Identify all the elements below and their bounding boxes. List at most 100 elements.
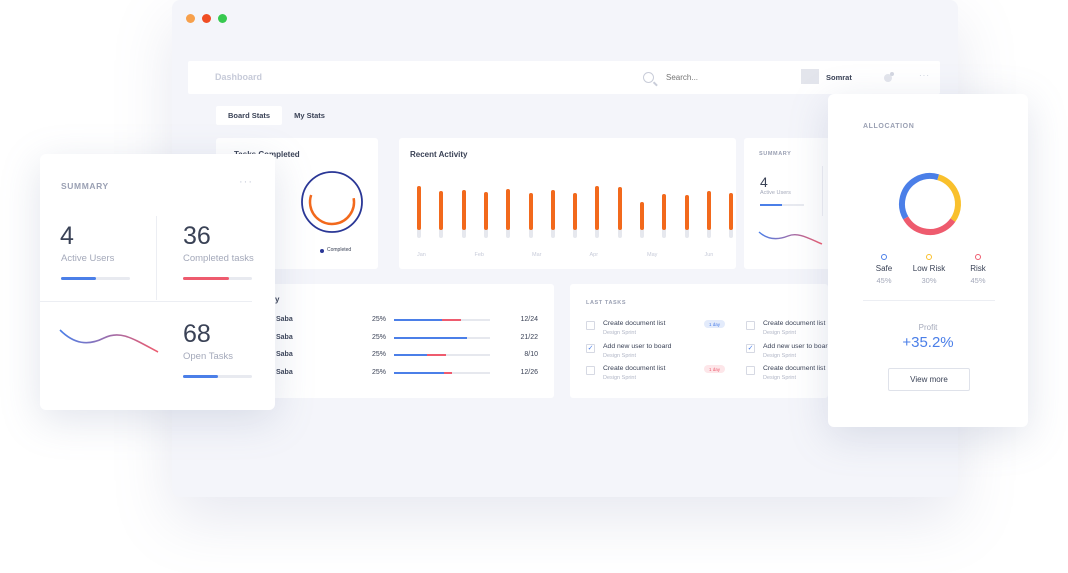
activity-bar[interactable] — [617, 187, 622, 230]
activity-month-label: Jan — [417, 252, 426, 258]
task-checkbox[interactable]: ✓ — [586, 343, 595, 353]
allocation-divider — [863, 300, 995, 301]
maximize-dot[interactable] — [218, 14, 227, 23]
activity-bar[interactable] — [662, 194, 667, 230]
completed-tasks-value: 36 — [183, 222, 211, 250]
safe-dot-icon — [881, 254, 887, 260]
task-checkbox[interactable] — [746, 366, 755, 375]
member-percent: 25% — [372, 351, 387, 358]
active-users-label: Active Users — [760, 190, 791, 196]
activity-bar[interactable] — [439, 190, 444, 230]
risk-dot-icon — [975, 254, 981, 260]
task-name: Create document list — [763, 365, 826, 372]
activity-bar[interactable] — [706, 190, 711, 230]
card-title: LAST TASKS — [586, 300, 627, 306]
task-checkbox[interactable] — [586, 366, 595, 375]
task-name: Create document list — [603, 365, 666, 372]
legend-low-risk: Low Risk 30% — [904, 254, 954, 285]
completed-tasks-progress — [183, 277, 252, 280]
task-name: Create document list — [763, 320, 826, 327]
donut-slice-risk[interactable] — [897, 171, 963, 237]
task-name: Add new user to board — [603, 342, 672, 350]
activity-bar[interactable] — [550, 189, 555, 230]
task-project: Design Sprint — [603, 352, 637, 359]
task-project: Design Sprint — [763, 352, 797, 359]
activity-month-label: Mar — [532, 252, 542, 258]
task-item[interactable]: Create document list Design Sprint 1 day — [586, 365, 746, 385]
task-project: Design Sprint — [603, 330, 637, 336]
table-row[interactable]: Saba 25% 12/26 — [172, 369, 554, 383]
avatar[interactable] — [801, 69, 819, 84]
card-divider-vertical — [156, 216, 157, 300]
legend-value: 45% — [876, 276, 892, 285]
legend-value: 30% — [921, 276, 937, 285]
legend-safe: Safe 45% — [859, 254, 909, 285]
card-title: SUMMARY — [759, 151, 792, 157]
table-row[interactable]: Saba 25% 12/24 — [172, 316, 554, 330]
progress-fill-red — [442, 319, 462, 321]
minimize-dot[interactable] — [186, 14, 195, 23]
activity-bar[interactable] — [461, 189, 466, 230]
tab-my-stats[interactable]: My Stats — [294, 111, 325, 120]
more-icon[interactable]: ··· — [919, 71, 930, 80]
summary-small-card: SUMMARY 4 Active Users — [744, 138, 844, 269]
close-dot[interactable] — [202, 14, 211, 23]
activity-bar[interactable] — [595, 186, 600, 230]
task-item[interactable]: Create document list Design Sprint — [746, 365, 906, 385]
activity-bar[interactable] — [506, 189, 511, 230]
donut-slice-low-risk[interactable] — [897, 171, 963, 237]
member-score: 8/10 — [524, 351, 538, 358]
card-divider-horizontal — [40, 301, 252, 302]
open-tasks-label: Open Tasks — [183, 351, 233, 362]
member-progress — [394, 319, 490, 321]
progress-fill-blue — [394, 354, 427, 356]
user-name[interactable]: Somrat — [826, 73, 852, 82]
activity-bar[interactable] — [483, 191, 488, 230]
task-checkbox[interactable] — [586, 321, 595, 330]
search-icon[interactable] — [643, 72, 654, 83]
legend-label: Risk — [970, 264, 986, 273]
completed-legend-dot — [320, 249, 324, 253]
activity-bar[interactable] — [684, 195, 689, 230]
legend-label: Low Risk — [912, 264, 946, 273]
last-tasks-card: LAST TASKS Create document list Design Sp… — [570, 284, 831, 398]
activity-bar[interactable] — [528, 193, 533, 230]
table-row[interactable]: Saba 25% 8/10 — [172, 351, 554, 365]
search-input[interactable] — [666, 73, 776, 82]
activity-bar[interactable] — [573, 193, 578, 230]
progress-fill-blue — [394, 371, 444, 374]
activity-bar[interactable] — [729, 193, 734, 230]
task-item[interactable]: ✓ Add new user to board Design Sprint — [586, 343, 746, 363]
table-row[interactable]: Saba 25% 21/22 — [172, 334, 554, 348]
activity-bar[interactable] — [640, 202, 644, 230]
task-due-badge: 1 day — [704, 320, 726, 328]
task-checkbox[interactable] — [746, 321, 755, 330]
active-users-value: 4 — [760, 174, 768, 190]
task-item[interactable]: ✓ Add new user to board Design Sprint — [746, 343, 906, 363]
tasks-completed-donut — [301, 171, 363, 233]
card-title: y — [275, 295, 280, 304]
top-bar: Dashboard Somrat ··· — [188, 61, 940, 94]
bell-icon[interactable] — [883, 71, 895, 83]
card-title: Recent Activity — [410, 150, 468, 159]
task-checkbox[interactable]: ✓ — [746, 343, 755, 353]
view-more-button[interactable]: View more — [888, 368, 970, 391]
completed-legend-label: Completed — [327, 247, 352, 253]
task-item[interactable]: Create document list Design Sprint 1 day — [586, 320, 746, 340]
task-item[interactable]: Create document list Design Sprint — [746, 320, 906, 340]
progress-track — [782, 204, 804, 206]
task-project: Design Sprint — [603, 375, 637, 381]
profit-label: Profit — [918, 323, 938, 332]
tab-board-stats[interactable]: Board Stats — [216, 106, 283, 125]
progress-fill-red — [426, 354, 446, 356]
member-score: 12/24 — [520, 316, 538, 323]
task-project: Design Sprint — [763, 375, 797, 381]
summary-more-icon[interactable]: ··· — [239, 176, 253, 188]
breadcrumb[interactable]: Dashboard — [215, 72, 263, 82]
member-name: Saba — [276, 316, 293, 323]
allocation-donut — [897, 171, 963, 237]
activity-bar[interactable] — [417, 186, 421, 230]
member-percent: 25% — [372, 316, 387, 323]
activity-month-label: Jun — [704, 252, 714, 258]
donut-slice-safe[interactable] — [897, 171, 963, 237]
